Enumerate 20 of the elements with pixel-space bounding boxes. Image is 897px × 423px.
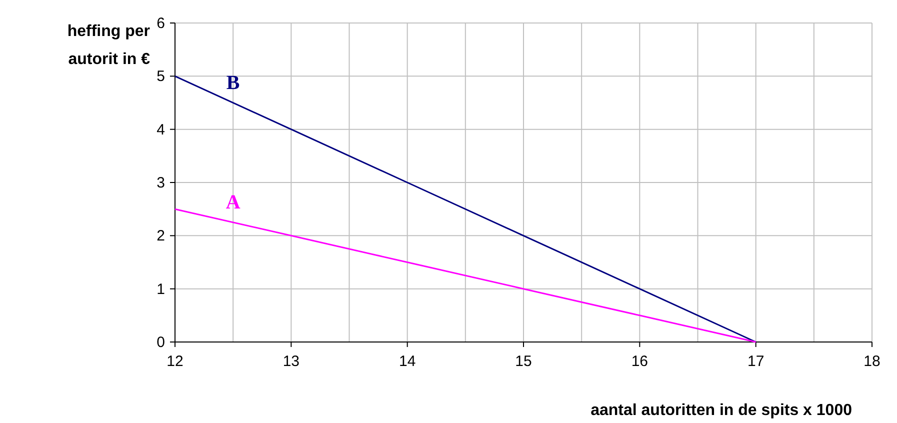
y-tick-label: 2 [156,228,165,245]
x-tick-label: 13 [282,353,300,370]
x-tick-label: 17 [747,353,764,370]
y-tick-label: 3 [156,174,165,192]
x-axis-title: aantal autoritten in de spits x 1000 [590,402,852,419]
x-tick-label: 12 [166,353,184,370]
y-tick-label: 4 [156,121,165,138]
y-tick-label: 6 [156,15,165,32]
series-label: B [226,72,240,94]
x-tick-label: 14 [398,353,416,370]
y-tick-label: 1 [156,280,165,298]
line-series [174,75,757,343]
x-tick-label: 16 [631,353,648,370]
line-series [174,208,757,343]
series-label: A [226,191,241,214]
y-tick-label: 0 [156,334,165,351]
y-axis-title: heffing per autorit in € [67,23,150,68]
x-tick-label: 15 [515,353,532,370]
x-tick-label: 18 [864,353,880,370]
y-tick-label: 5 [156,68,165,86]
